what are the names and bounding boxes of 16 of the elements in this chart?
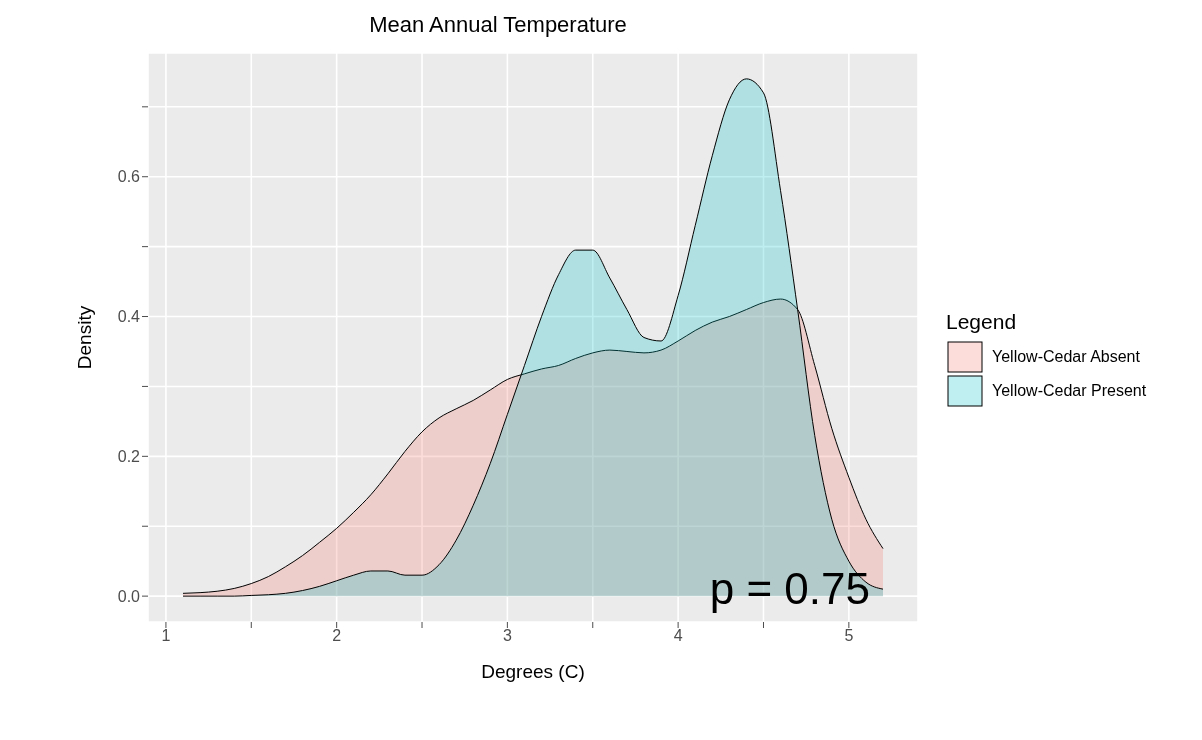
y-tick-label: 0.2: [117, 448, 141, 466]
x-tick-label: 1: [161, 627, 171, 645]
x-tick-label: 3: [502, 627, 512, 645]
y-axis-title: Density: [73, 305, 95, 370]
legend-title: Legend: [946, 310, 1018, 334]
legend-label: Yellow-Cedar Absent: [992, 348, 1140, 366]
x-tick-label: 5: [844, 627, 854, 645]
y-tick-label: 0.4: [117, 308, 141, 326]
x-tick-label: 4: [673, 627, 683, 645]
y-tick-label: 0.6: [117, 168, 141, 186]
x-axis-title: Degrees (C): [481, 661, 585, 682]
y-tick-label: 0.0: [117, 587, 141, 605]
annotation: p = 0.75: [709, 564, 870, 614]
x-tick-label: 2: [332, 627, 342, 645]
legend-label: Yellow-Cedar Present: [992, 382, 1147, 400]
chart-title: Mean Annual Temperature: [368, 12, 628, 38]
